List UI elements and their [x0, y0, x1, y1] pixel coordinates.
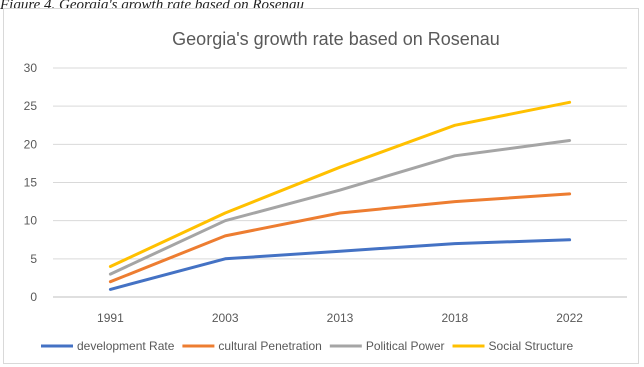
y-axis-ticks: 0 5 10 15 20 25 30: [24, 61, 38, 304]
chart-frame: [3, 8, 639, 364]
y-tick-label: 25: [24, 99, 38, 113]
series-line-political-power: [108, 139, 572, 276]
series-line-cultural-penetration: [108, 192, 572, 284]
legend-label: Political Power: [366, 339, 445, 353]
x-tick-label: 2018: [441, 311, 468, 325]
legend-label: Social Structure: [489, 339, 574, 353]
chart-title: Georgia's growth rate based on Rosenau: [172, 29, 500, 49]
series-line-development-rate: [108, 238, 572, 291]
y-tick-label: 10: [24, 214, 38, 228]
y-tick-label: 5: [30, 252, 37, 266]
legend: development Rate cultural Penetration Poli…: [41, 339, 574, 353]
x-tick-label: 2022: [556, 311, 583, 325]
legend-label: cultural Penetration: [218, 339, 321, 353]
x-axis-ticks: 1991 2003 2013 2018 2022: [97, 311, 583, 325]
y-tick-label: 30: [24, 61, 38, 75]
gridlines: [53, 67, 627, 298]
x-tick-label: 1991: [97, 311, 124, 325]
x-tick-label: 2003: [212, 311, 239, 325]
y-tick-label: 15: [24, 176, 38, 190]
y-tick-label: 0: [30, 290, 37, 304]
y-tick-label: 20: [24, 137, 38, 151]
series-line-social-structure: [108, 100, 572, 268]
x-tick-label: 2013: [327, 311, 354, 325]
series-lines: [108, 100, 572, 291]
legend-label: development Rate: [77, 339, 175, 353]
